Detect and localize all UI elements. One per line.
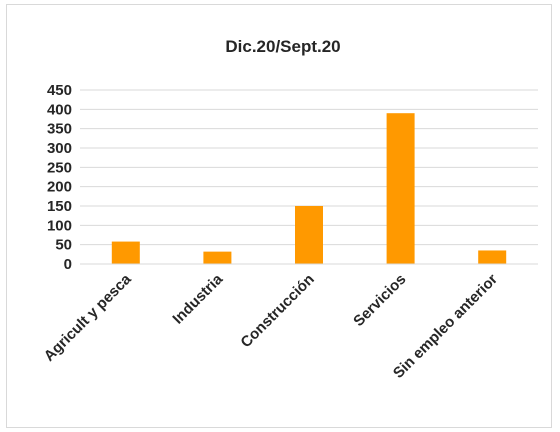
x-category-label: Sin empleo anterior xyxy=(390,271,501,382)
chart-title: Dic.20/Sept.20 xyxy=(225,37,340,56)
x-category-label: Servicios xyxy=(350,271,409,330)
chart-frame xyxy=(6,4,552,428)
bars xyxy=(111,113,507,264)
y-tick-label: 100 xyxy=(47,217,72,234)
y-tick-label: 150 xyxy=(47,198,72,215)
y-axis-ticks: 0 50 100 150 200 250 300 350 400 450 xyxy=(47,82,72,273)
y-tick-label: 50 xyxy=(55,237,72,254)
y-tick-label: 450 xyxy=(47,82,72,99)
x-category-label: Agricult y pesca xyxy=(41,270,135,364)
y-tick-label: 0 xyxy=(64,256,72,273)
y-tick-label: 200 xyxy=(47,179,72,196)
bar xyxy=(203,251,232,264)
x-axis-labels: Agricult y pesca Industria Construcción Ser… xyxy=(41,270,501,382)
y-tick-label: 250 xyxy=(47,159,72,176)
bar xyxy=(295,206,323,264)
bar xyxy=(111,241,140,264)
y-tick-label: 300 xyxy=(47,140,72,157)
y-tick-label: 350 xyxy=(47,121,72,138)
x-category-label: Construcción xyxy=(237,271,317,351)
bar xyxy=(386,113,415,264)
bar xyxy=(478,250,507,264)
x-category-label: Industria xyxy=(169,270,226,327)
y-tick-label: 400 xyxy=(47,101,72,118)
